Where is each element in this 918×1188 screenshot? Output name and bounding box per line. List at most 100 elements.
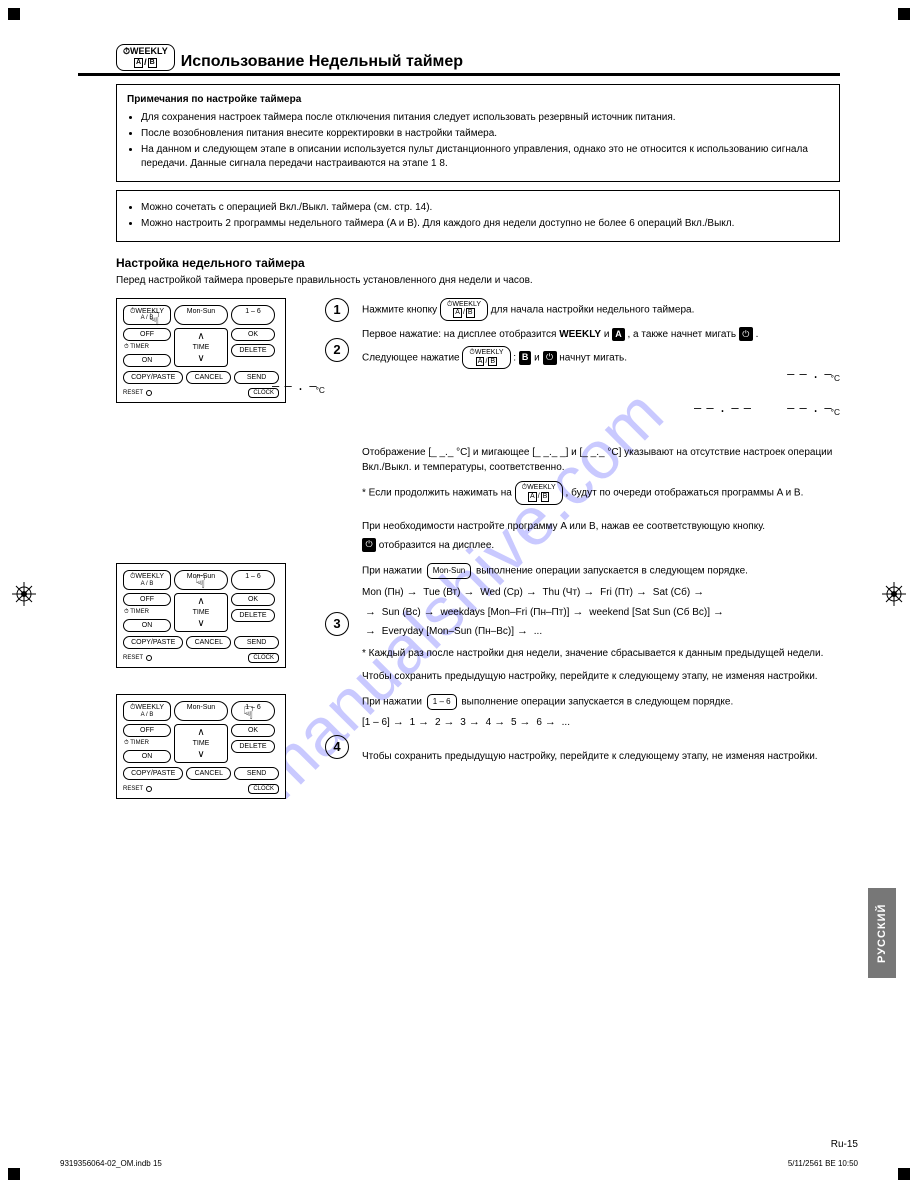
- step-number: 3: [325, 612, 349, 636]
- registration-mark-icon: [12, 582, 36, 606]
- step-text: При нажатии Mon-Sun выполнение операции …: [362, 563, 840, 684]
- note-item: Для сохранения настроек таймера после от…: [141, 111, 829, 125]
- b-badge-icon: B: [519, 351, 532, 365]
- arrow-right-icon: →: [520, 716, 531, 728]
- crop-mark: [8, 1168, 20, 1180]
- arrow-right-icon: →: [526, 586, 537, 598]
- section-heading: Настройка недельного таймера: [116, 256, 840, 270]
- step-number: 1: [325, 298, 349, 322]
- notes-heading: Примечания по настройке таймера: [127, 93, 829, 107]
- remote-time-button[interactable]: ∧TIME∨: [174, 724, 228, 763]
- note-item: На данном и следующем этапе в описании и…: [141, 143, 829, 171]
- notes-box: Примечания по настройке таймера Для сохр…: [116, 84, 840, 182]
- weekly-key-icon: ⏱WEEKLY A/B: [462, 346, 510, 369]
- remote-weekly-button[interactable]: ⏱WEEKLY A / B: [123, 701, 171, 721]
- remote-cancel-button[interactable]: CANCEL: [186, 767, 231, 780]
- weekly-text-icon: WEEKLY: [559, 329, 601, 340]
- remote-send-button[interactable]: SEND: [234, 767, 279, 780]
- blank-display: — — . —: [787, 367, 831, 381]
- arrow-right-icon: →: [713, 606, 724, 618]
- reset-label: RESET: [123, 786, 143, 792]
- reset-pinhole-icon: [146, 390, 152, 396]
- remote-16-button[interactable]: 1 – 6: [231, 701, 275, 721]
- arrow-right-icon: →: [365, 625, 376, 637]
- remote-time-button[interactable]: ∧ TIME ∨: [174, 328, 228, 367]
- remote-delete-button[interactable]: DELETE: [231, 740, 275, 753]
- arrow-right-icon: →: [636, 586, 647, 598]
- reset-pinhole-icon: [146, 655, 152, 661]
- weekly-key-icon: ⏱WEEKLY A/B: [440, 298, 488, 321]
- remote-weekly-button[interactable]: ⏱WEEKLY A / B: [123, 305, 171, 325]
- remote-clock-button[interactable]: CLOCK: [248, 784, 279, 794]
- registration-mark-icon: [882, 582, 906, 606]
- remote-weekly-button[interactable]: ⏱WEEKLY A / B: [123, 570, 171, 590]
- footer-filename: 9319356064-02_OM.indb 15: [60, 1159, 162, 1168]
- note-item: После возобновления питания внесите корр…: [141, 127, 829, 141]
- crop-mark: [898, 1168, 910, 1180]
- remote-ok-button[interactable]: OK: [231, 328, 275, 341]
- remote-on-button[interactable]: ON: [123, 354, 171, 367]
- remote-illustration: ⏱WEEKLY A / B Mon-Sun 1 – 6 OFF ⏱ TIMER …: [116, 563, 286, 668]
- page-number: Ru-15: [831, 1139, 858, 1150]
- crop-mark: [898, 8, 910, 20]
- blank-display: — — . — —: [694, 401, 750, 415]
- arrow-right-icon: →: [444, 716, 455, 728]
- remote-off-button[interactable]: OFF: [123, 328, 171, 341]
- crop-mark: [8, 8, 20, 20]
- monsun-key-icon: Mon-Sun: [427, 563, 471, 579]
- timer-label: ⏱ TIMER: [123, 344, 171, 351]
- arrow-right-icon: →: [572, 606, 583, 618]
- remote-delete-button[interactable]: DELETE: [231, 609, 275, 622]
- power-inverted-icon: [739, 327, 753, 341]
- remote-off-button[interactable]: OFF: [123, 593, 171, 606]
- arrow-right-icon: →: [393, 716, 404, 728]
- remote-delete-button[interactable]: DELETE: [231, 344, 275, 357]
- arrow-right-icon: →: [545, 716, 556, 728]
- info-item: Можно настроить 2 программы недельного т…: [141, 217, 829, 231]
- step-text: Нажмите кнопку ⏱WEEKLY A/B для начала на…: [362, 298, 840, 553]
- timer-label: ⏱ TIMER: [123, 740, 171, 747]
- arrow-right-icon: →: [463, 586, 474, 598]
- weekly-key-icon: ⏱WEEKLY A/B: [515, 481, 563, 504]
- remote-on-button[interactable]: ON: [123, 750, 171, 763]
- a-badge-icon: A: [612, 328, 625, 342]
- remote-off-button[interactable]: OFF: [123, 724, 171, 737]
- remote-send-button[interactable]: SEND: [234, 636, 279, 649]
- remote-cancel-button[interactable]: CANCEL: [186, 636, 231, 649]
- remote-copypaste-button[interactable]: COPY/PASTE: [123, 636, 183, 649]
- weekly-key-icon: ⏱WEEKLY A/B: [116, 44, 175, 71]
- info-item: Можно сочетать с операцией Вкл./Выкл. та…: [141, 201, 829, 215]
- section-subtext: Перед настройкой таймера проверьте прави…: [116, 274, 840, 288]
- remote-illustration: ⏱WEEKLY A / B Mon-Sun 1 – 6 OFF ⏱ TIMER …: [116, 694, 286, 799]
- remote-ok-button[interactable]: OK: [231, 593, 275, 606]
- power-inverted-icon: [362, 538, 376, 552]
- remote-time-button[interactable]: ∧TIME∨: [174, 593, 228, 632]
- page-heading-row: ⏱WEEKLY A/B Использование Недельный тайм…: [78, 44, 840, 76]
- remote-16-button[interactable]: 1 – 6: [231, 570, 275, 590]
- arrow-right-icon: →: [407, 586, 418, 598]
- info-box: Можно сочетать с операцией Вкл./Выкл. та…: [116, 190, 840, 242]
- remote-cancel-button[interactable]: CANCEL: [186, 371, 231, 384]
- remote-clock-button[interactable]: CLOCK: [248, 653, 279, 663]
- arrow-right-icon: →: [418, 716, 429, 728]
- remote-illustration: ⏱WEEKLY A / B Mon-Sun 1 – 6 OFF ⏱ TIMER …: [116, 298, 286, 403]
- blank-display: — — . —: [272, 379, 316, 393]
- arrow-right-icon: →: [583, 586, 594, 598]
- remote-16-button[interactable]: 1 – 6: [231, 305, 275, 325]
- blank-display: — — . —: [787, 401, 831, 415]
- language-tab: РУССКИЙ: [868, 888, 896, 978]
- remote-monsun-button[interactable]: Mon-Sun: [174, 570, 228, 590]
- step-number: 2: [325, 338, 349, 362]
- reset-label: RESET: [123, 390, 143, 396]
- remote-ok-button[interactable]: OK: [231, 724, 275, 737]
- remote-copypaste-button[interactable]: COPY/PASTE: [123, 371, 183, 384]
- remote-on-button[interactable]: ON: [123, 619, 171, 632]
- power-inverted-icon: [543, 351, 557, 365]
- arrow-right-icon: →: [693, 586, 704, 598]
- arrow-right-icon: →: [494, 716, 505, 728]
- remote-monsun-button[interactable]: Mon-Sun: [174, 305, 228, 325]
- footer: 9319356064-02_OM.indb 15 5/11/2561 BE 10…: [60, 1159, 858, 1168]
- step-number: 4: [325, 735, 349, 759]
- remote-monsun-button[interactable]: Mon-Sun: [174, 701, 228, 721]
- remote-copypaste-button[interactable]: COPY/PASTE: [123, 767, 183, 780]
